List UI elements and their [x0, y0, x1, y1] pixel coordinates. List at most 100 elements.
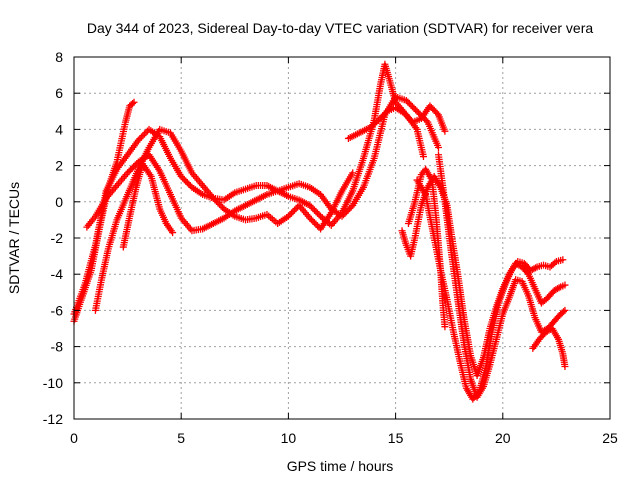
data-point	[315, 211, 323, 219]
data-point	[177, 172, 185, 180]
data-point	[130, 98, 138, 106]
data-point	[286, 211, 294, 219]
series-track-11	[404, 165, 449, 331]
data-point	[217, 202, 225, 210]
data-point	[560, 308, 568, 316]
data-point	[306, 214, 314, 222]
series-track-10	[529, 325, 569, 371]
data-point	[561, 281, 569, 289]
data-point	[313, 209, 321, 217]
data-point	[136, 135, 144, 143]
data-point	[310, 219, 318, 227]
data-point	[291, 206, 299, 214]
y-tick-label: 0	[55, 194, 63, 210]
data-point	[343, 208, 351, 216]
data-point	[139, 132, 147, 140]
series-track-9	[434, 151, 569, 401]
data-point	[310, 206, 318, 214]
data-point	[309, 217, 317, 225]
x-tick-label: 25	[602, 430, 618, 446]
data-point	[179, 174, 187, 182]
data-point	[347, 203, 355, 211]
data-point	[312, 220, 320, 228]
x-axis-label: GPS time / hours	[287, 458, 394, 474]
y-tick-label: 8	[55, 49, 63, 65]
x-tick-label: 10	[281, 430, 297, 446]
data-point	[312, 208, 320, 216]
data-point	[433, 109, 441, 117]
y-tick-label: 2	[55, 158, 63, 174]
y-tick-label: 6	[55, 85, 63, 101]
y-tick-label: 4	[55, 121, 63, 137]
x-tick-label: 20	[495, 430, 511, 446]
data-point	[307, 216, 315, 224]
data-point	[292, 205, 300, 213]
data-point	[410, 104, 418, 112]
series-track-6	[344, 102, 449, 142]
data-point	[124, 169, 132, 177]
data-point	[559, 256, 567, 264]
data-point	[183, 179, 191, 187]
data-point	[413, 107, 421, 115]
series-track-2	[70, 60, 427, 318]
data-point	[125, 167, 133, 175]
data-point	[129, 99, 137, 107]
y-tick-label: -6	[51, 302, 64, 318]
data-point	[142, 129, 150, 137]
data-point	[287, 209, 295, 217]
data-point	[341, 209, 349, 217]
data-point	[408, 103, 416, 111]
data-point	[340, 211, 348, 219]
data-point	[561, 363, 569, 371]
data-point	[307, 203, 315, 211]
data-point	[531, 264, 539, 272]
data-point	[422, 117, 430, 125]
grid-lines	[74, 57, 610, 419]
data-point	[289, 208, 297, 216]
data-point	[404, 98, 412, 106]
data-point	[412, 106, 420, 114]
axis-ticks: 0 5 10 15 20 25 -12 -10 -8 -6 -4 -2 0 2 4 6 8	[43, 49, 618, 446]
y-tick-label: -8	[51, 339, 64, 355]
data-point	[211, 196, 219, 204]
data-point	[441, 127, 449, 135]
data-point	[551, 259, 559, 267]
chart-title: Day 344 of 2023, Sidereal Day-to-day VTE…	[87, 20, 593, 36]
x-tick-label: 15	[388, 430, 404, 446]
data-point	[182, 177, 190, 185]
data-point	[214, 199, 222, 207]
data-point	[561, 306, 569, 314]
data-point	[555, 284, 563, 292]
data-point	[169, 229, 177, 237]
data-point	[134, 136, 142, 144]
data-point	[346, 205, 354, 213]
data-point	[434, 144, 442, 151]
data-point	[127, 166, 135, 174]
x-tick-label: 5	[177, 430, 185, 446]
series-track-3	[83, 93, 442, 235]
data-point	[212, 197, 220, 205]
data-point	[405, 100, 413, 108]
y-tick-label: -10	[43, 375, 63, 391]
data-point	[309, 205, 317, 213]
series-track-5	[119, 160, 177, 251]
x-tick-label: 0	[70, 430, 78, 446]
data-point	[419, 153, 427, 161]
data-point	[349, 169, 357, 177]
series-track-4	[91, 125, 357, 314]
y-axis-label: SDTVAR / TECUs	[6, 182, 22, 294]
data-point	[407, 101, 415, 109]
data-point	[215, 200, 223, 208]
y-tick-label: -12	[43, 411, 63, 427]
data-point	[306, 201, 314, 209]
y-tick-label: -4	[51, 266, 64, 282]
data-point	[344, 206, 352, 214]
data-point	[180, 176, 188, 184]
data-point	[209, 194, 217, 202]
data-point	[128, 164, 136, 172]
data-series-group	[70, 60, 569, 403]
data-point	[140, 130, 148, 138]
y-tick-label: -2	[51, 230, 64, 246]
data-point	[338, 212, 346, 220]
